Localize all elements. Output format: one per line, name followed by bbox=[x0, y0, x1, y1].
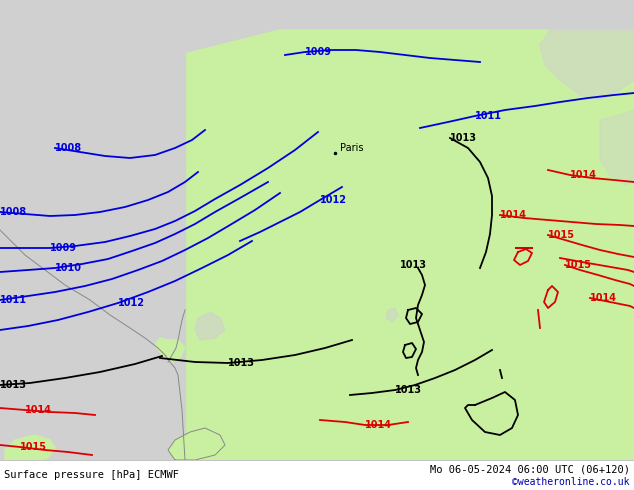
Text: 1010: 1010 bbox=[55, 263, 82, 273]
Text: 1015: 1015 bbox=[548, 230, 575, 240]
Text: 1013: 1013 bbox=[450, 133, 477, 143]
Text: 1011: 1011 bbox=[0, 295, 27, 305]
Text: 1008: 1008 bbox=[0, 207, 27, 217]
Text: Mo 06-05-2024 06:00 UTC (06+120): Mo 06-05-2024 06:00 UTC (06+120) bbox=[430, 464, 630, 474]
Polygon shape bbox=[0, 0, 185, 460]
Text: 1012: 1012 bbox=[118, 298, 145, 308]
Polygon shape bbox=[600, 110, 634, 185]
Text: 1015: 1015 bbox=[565, 260, 592, 270]
Text: 1009: 1009 bbox=[50, 243, 77, 253]
Polygon shape bbox=[195, 312, 225, 340]
Text: 1015: 1015 bbox=[20, 442, 47, 452]
Text: 1013: 1013 bbox=[228, 358, 255, 368]
Bar bbox=[0, 460, 634, 490]
Text: 1009: 1009 bbox=[305, 47, 332, 57]
Text: 1014: 1014 bbox=[25, 405, 52, 415]
Text: 1014: 1014 bbox=[570, 170, 597, 180]
Polygon shape bbox=[5, 435, 55, 462]
Polygon shape bbox=[0, 230, 185, 460]
Text: 1008: 1008 bbox=[55, 143, 82, 153]
Text: 1013: 1013 bbox=[400, 260, 427, 270]
Text: 1012: 1012 bbox=[320, 195, 347, 205]
Polygon shape bbox=[155, 338, 185, 362]
Polygon shape bbox=[540, 30, 634, 100]
Text: 1014: 1014 bbox=[590, 293, 617, 303]
Text: 1013: 1013 bbox=[395, 385, 422, 395]
Polygon shape bbox=[0, 30, 634, 490]
Polygon shape bbox=[168, 428, 225, 460]
Text: Paris: Paris bbox=[340, 143, 363, 153]
Text: 1014: 1014 bbox=[500, 210, 527, 220]
Polygon shape bbox=[386, 308, 398, 322]
Text: 1011: 1011 bbox=[475, 111, 502, 121]
Text: Surface pressure [hPa] ECMWF: Surface pressure [hPa] ECMWF bbox=[4, 470, 179, 480]
Text: 1013: 1013 bbox=[0, 380, 27, 390]
Text: 1014: 1014 bbox=[365, 420, 392, 430]
Text: ©weatheronline.co.uk: ©weatheronline.co.uk bbox=[512, 477, 630, 487]
